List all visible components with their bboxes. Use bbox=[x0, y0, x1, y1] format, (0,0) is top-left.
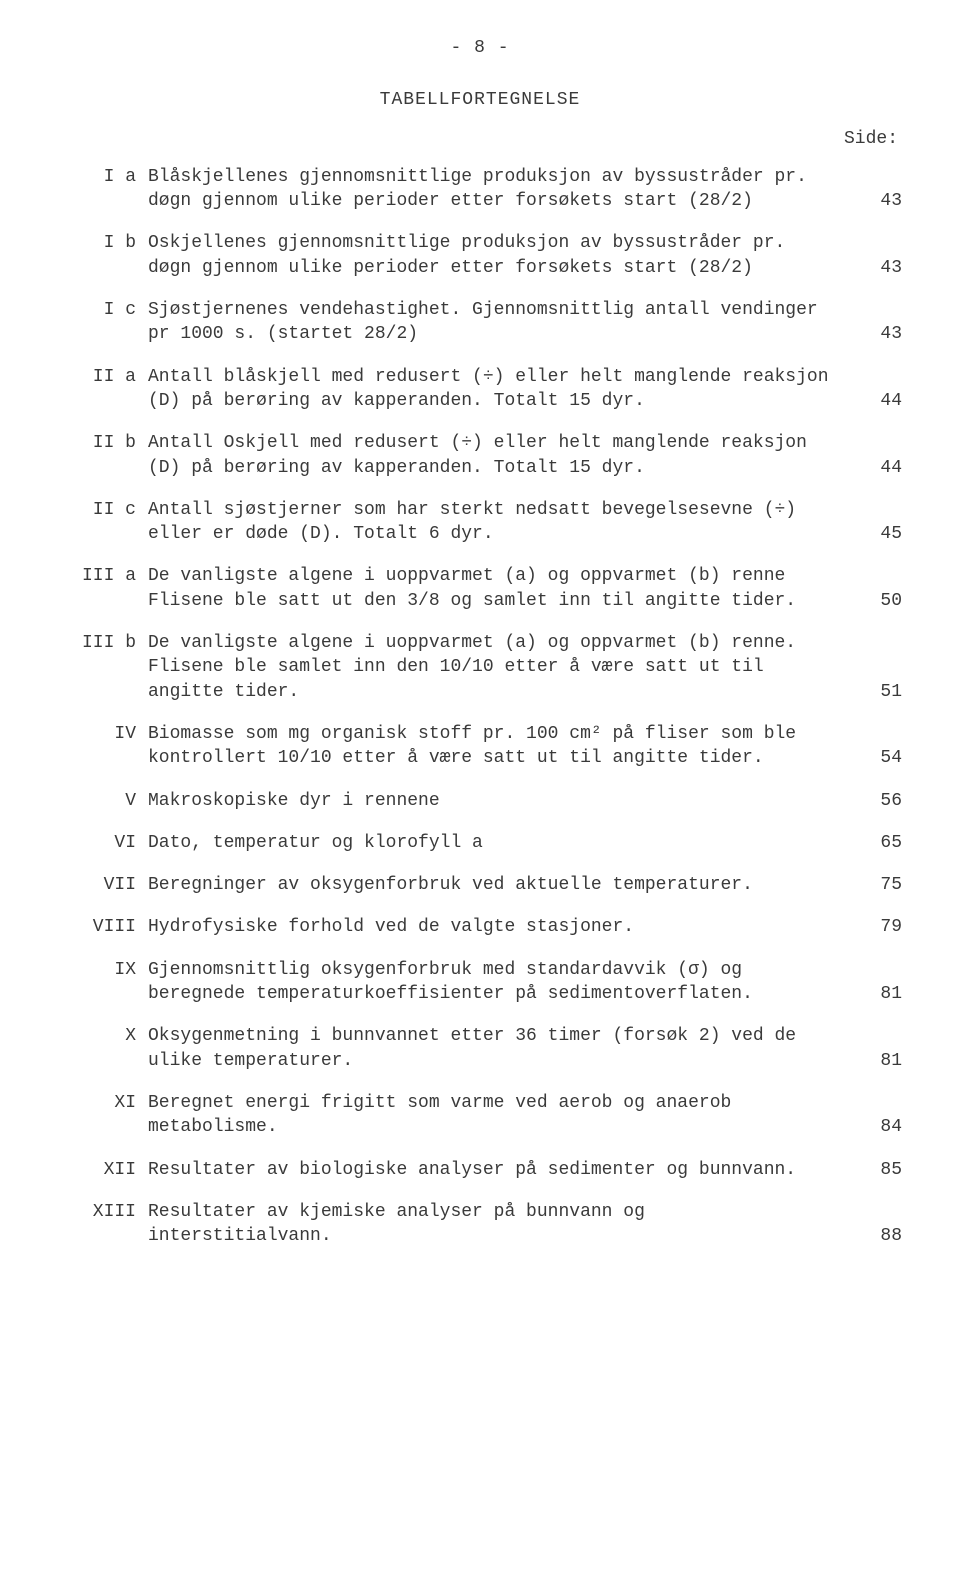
toc-entry: VII Beregninger av oksygenforbruk ved ak… bbox=[58, 873, 902, 897]
toc-entry-page: 43 bbox=[854, 189, 902, 213]
toc-entry: II a Antall blåskjell med redusert (÷) e… bbox=[58, 365, 902, 414]
toc-entry: III b De vanligste algene i uoppvarmet (… bbox=[58, 631, 902, 704]
toc-entry-label: XII bbox=[58, 1158, 148, 1182]
toc-entry-page: 43 bbox=[854, 256, 902, 280]
toc-entry-label: IV bbox=[58, 722, 148, 746]
toc-entry-desc: Resultater av biologiske analyser på sed… bbox=[148, 1158, 854, 1182]
toc-entry-label: III a bbox=[58, 564, 148, 588]
toc-entry-page: 81 bbox=[854, 982, 902, 1006]
toc-entry-label: I a bbox=[58, 165, 148, 189]
toc-entry-page: 44 bbox=[854, 456, 902, 480]
page-number-header: - 8 - bbox=[58, 36, 902, 60]
toc-entry: XIII Resultater av kjemiske analyser på … bbox=[58, 1200, 902, 1249]
toc-entry-desc: Biomasse som mg organisk stoff pr. 100 c… bbox=[148, 722, 854, 771]
toc-entry-desc: Resultater av kjemiske analyser på bunnv… bbox=[148, 1200, 854, 1249]
toc-entry-desc: Antall sjøstjerner som har sterkt nedsat… bbox=[148, 498, 854, 547]
document-page: - 8 - TABELLFORTEGNELSE Side: I a Blåskj… bbox=[0, 0, 960, 1306]
toc-entry-label: IX bbox=[58, 958, 148, 982]
toc-entry-page: 56 bbox=[854, 789, 902, 813]
toc-entry-desc: Dato, temperatur og klorofyll a bbox=[148, 831, 854, 855]
toc-entry-page: 43 bbox=[854, 322, 902, 346]
toc-entry-desc: Beregnet energi frigitt som varme ved ae… bbox=[148, 1091, 854, 1140]
toc-entry-desc: Makroskopiske dyr i rennene bbox=[148, 789, 854, 813]
toc-entry-label: I b bbox=[58, 231, 148, 255]
toc-entry-desc: Sjøstjernenes vendehastighet. Gjennomsni… bbox=[148, 298, 854, 347]
toc-entry-desc: Gjennomsnittlig oksygenforbruk med stand… bbox=[148, 958, 854, 1007]
toc-entry-label: VII bbox=[58, 873, 148, 897]
toc-entry-label: II b bbox=[58, 431, 148, 455]
toc-entry-page: 65 bbox=[854, 831, 902, 855]
toc-entry-page: 88 bbox=[854, 1224, 902, 1248]
toc-entry: III a De vanligste algene i uoppvarmet (… bbox=[58, 564, 902, 613]
toc-entry-label: VI bbox=[58, 831, 148, 855]
toc-entry: VI Dato, temperatur og klorofyll a 65 bbox=[58, 831, 902, 855]
toc-list: I a Blåskjellenes gjennomsnittlige produ… bbox=[58, 165, 902, 1249]
toc-entry-page: 84 bbox=[854, 1115, 902, 1139]
toc-entry-page: 45 bbox=[854, 522, 902, 546]
toc-entry-desc: Oksygenmetning i bunnvannet etter 36 tim… bbox=[148, 1024, 854, 1073]
toc-entry-label: XI bbox=[58, 1091, 148, 1115]
toc-entry-label: V bbox=[58, 789, 148, 813]
toc-entry-desc: Antall Oskjell med redusert (÷) eller he… bbox=[148, 431, 854, 480]
toc-entry-desc: Antall blåskjell med redusert (÷) eller … bbox=[148, 365, 854, 414]
document-title: TABELLFORTEGNELSE bbox=[58, 88, 902, 112]
toc-entry-desc: Oskjellenes gjennomsnittlige produksjon … bbox=[148, 231, 854, 280]
toc-entry: I c Sjøstjernenes vendehastighet. Gjenno… bbox=[58, 298, 902, 347]
toc-entry-page: 54 bbox=[854, 746, 902, 770]
toc-entry: VIII Hydrofysiske forhold ved de valgte … bbox=[58, 915, 902, 939]
toc-entry-label: III b bbox=[58, 631, 148, 655]
toc-entry: V Makroskopiske dyr i rennene 56 bbox=[58, 789, 902, 813]
toc-entry: II c Antall sjøstjerner som har sterkt n… bbox=[58, 498, 902, 547]
toc-entry-page: 51 bbox=[854, 680, 902, 704]
toc-entry-page: 50 bbox=[854, 589, 902, 613]
toc-entry-label: VIII bbox=[58, 915, 148, 939]
toc-entry-label: I c bbox=[58, 298, 148, 322]
toc-entry-desc: Hydrofysiske forhold ved de valgte stasj… bbox=[148, 915, 854, 939]
toc-entry-label: II a bbox=[58, 365, 148, 389]
toc-entry: X Oksygenmetning i bunnvannet etter 36 t… bbox=[58, 1024, 902, 1073]
toc-entry-label: II c bbox=[58, 498, 148, 522]
toc-entry: IV Biomasse som mg organisk stoff pr. 10… bbox=[58, 722, 902, 771]
toc-entry-label: XIII bbox=[58, 1200, 148, 1224]
toc-entry-desc: De vanligste algene i uoppvarmet (a) og … bbox=[148, 564, 854, 613]
toc-entry: XI Beregnet energi frigitt som varme ved… bbox=[58, 1091, 902, 1140]
toc-entry: IX Gjennomsnittlig oksygenforbruk med st… bbox=[58, 958, 902, 1007]
toc-entry: II b Antall Oskjell med redusert (÷) ell… bbox=[58, 431, 902, 480]
toc-entry-page: 85 bbox=[854, 1158, 902, 1182]
toc-entry: I b Oskjellenes gjennomsnittlige produks… bbox=[58, 231, 902, 280]
side-label: Side: bbox=[58, 127, 902, 151]
toc-entry-desc: De vanligste algene i uoppvarmet (a) og … bbox=[148, 631, 854, 704]
toc-entry-label: X bbox=[58, 1024, 148, 1048]
toc-entry-page: 79 bbox=[854, 915, 902, 939]
toc-entry-page: 81 bbox=[854, 1049, 902, 1073]
toc-entry-desc: Beregninger av oksygenforbruk ved aktuel… bbox=[148, 873, 854, 897]
toc-entry-page: 75 bbox=[854, 873, 902, 897]
toc-entry-page: 44 bbox=[854, 389, 902, 413]
toc-entry-desc: Blåskjellenes gjennomsnittlige produksjo… bbox=[148, 165, 854, 214]
toc-entry: I a Blåskjellenes gjennomsnittlige produ… bbox=[58, 165, 902, 214]
toc-entry: XII Resultater av biologiske analyser på… bbox=[58, 1158, 902, 1182]
